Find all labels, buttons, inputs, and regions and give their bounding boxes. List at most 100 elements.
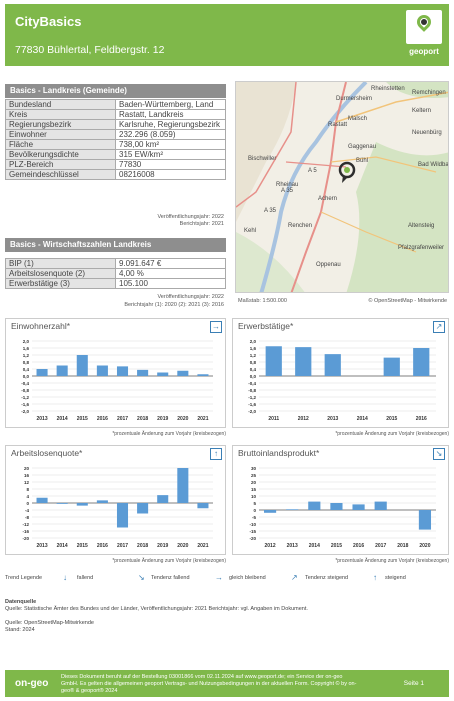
x-tick-label: 2013 xyxy=(287,543,298,549)
bar xyxy=(36,369,48,376)
basics-row: PLZ-Bereich 77830 xyxy=(5,159,226,170)
x-tick-label: 2014 xyxy=(309,543,320,549)
y-tick-label: 10 xyxy=(251,494,257,499)
map-label: Malsch xyxy=(348,116,367,122)
map-label: Bad Wildbad xyxy=(418,162,449,168)
x-tick-label: 2014 xyxy=(57,543,68,549)
legend-title: Trend Legende xyxy=(5,575,43,581)
chart-note-4: *prozentuale Änderung zum Vorjahr (kreis… xyxy=(335,558,449,564)
arrow-down-icon: ↓ xyxy=(63,573,67,582)
y-tick-label: 0,4 xyxy=(250,367,257,372)
chart-title: Bruttoinlandsprodukt* xyxy=(238,448,320,458)
arrow-up-icon: ↑ xyxy=(210,448,222,460)
y-tick-label: -2,0 xyxy=(21,409,29,414)
y-tick-label: -20 xyxy=(22,536,29,541)
y-tick-label: 4 xyxy=(26,494,29,499)
chart-title: Erwerbstätige* xyxy=(238,321,294,331)
y-tick-label: -1,6 xyxy=(248,402,256,407)
arrow-down-right-icon: ↘ xyxy=(433,448,445,460)
y-tick-label: 1,2 xyxy=(250,353,257,358)
map-label: Rastatt xyxy=(328,122,347,128)
bar xyxy=(418,510,432,530)
y-tick-label: -0,8 xyxy=(21,388,29,393)
y-tick-label: 5 xyxy=(253,501,256,506)
arrow-up-right-icon: ↗ xyxy=(291,573,298,582)
basics-key: PLZ-Bereich xyxy=(5,159,116,170)
bar xyxy=(177,370,189,376)
y-tick-label: 1,2 xyxy=(23,353,30,358)
wirtschaft-note-2: Berichtsjahr (1): 2020 (2): 2021 (3): 20… xyxy=(124,302,224,308)
bar xyxy=(137,503,149,514)
map-label: Remchingen xyxy=(412,90,446,96)
footer-text: Dieses Dokument beruht auf der Bestellun… xyxy=(61,674,357,694)
x-tick-label: 2016 xyxy=(353,543,364,549)
source-line: Quelle: OpenStreetMap-Mitwirkende xyxy=(5,620,94,626)
map-scale: Maßstab: 1:500.000 xyxy=(238,298,287,304)
y-tick-label: 1,6 xyxy=(250,346,257,351)
y-tick-label: 0,4 xyxy=(23,367,30,372)
y-tick-label: -0,8 xyxy=(248,388,256,393)
y-tick-label: 8 xyxy=(26,487,29,492)
x-tick-label: 2020 xyxy=(177,543,188,549)
y-tick-label: -16 xyxy=(22,529,29,534)
map-label: Neuenbürg xyxy=(412,130,442,136)
x-tick-label: 2020 xyxy=(419,543,430,549)
bar xyxy=(96,365,108,376)
wirtschaft-key: Arbeitslosenquote (2) xyxy=(5,268,116,279)
bar xyxy=(295,347,312,376)
legend-item: gleich bleibend xyxy=(229,575,266,581)
wirtschaft-key: BIP (1) xyxy=(5,258,116,269)
bar xyxy=(96,500,108,503)
bar xyxy=(56,503,68,504)
wirtschaft-table: BIP (1) 9.091.647 € Arbeitslosenquote (2) 4… xyxy=(5,258,226,289)
bar xyxy=(157,495,169,503)
x-tick-label: 2018 xyxy=(137,543,148,549)
y-tick-label: 0 xyxy=(26,501,29,506)
bar xyxy=(265,346,282,376)
x-tick-label: 2017 xyxy=(375,543,386,549)
arrow-right-icon: → xyxy=(210,321,222,333)
x-tick-label: 2020 xyxy=(177,416,188,422)
y-tick-label: -8 xyxy=(25,515,29,520)
chart-note-1: *prozentuale Änderung zum Vorjahr (kreis… xyxy=(112,431,226,437)
wirtschaft-key: Erwerbstätige (3) xyxy=(5,278,116,289)
chart-einwohnerzahl: Einwohnerzahl* → 2,0 1,6 1,2 0,8 0,4 0,0 -0,4 -0,… xyxy=(5,318,226,428)
page-number: Seite 1 xyxy=(403,680,424,687)
map-credit: © OpenStreetMap - Mitwirkende xyxy=(368,298,447,304)
footer-banner: on-geo Dieses Dokument beruht auf der Be… xyxy=(5,670,449,697)
bar xyxy=(137,369,149,376)
y-tick-label: -1,6 xyxy=(21,402,29,407)
map-label: A 35 xyxy=(264,208,277,214)
map-label: Gaggenau xyxy=(348,144,376,150)
bar xyxy=(324,354,341,376)
x-tick-label: 2012 xyxy=(265,543,276,549)
basics-value: Baden-Württemberg, Land xyxy=(115,99,226,110)
y-tick-label: 0,8 xyxy=(250,360,257,365)
map-label: Rheinstetten xyxy=(371,86,405,92)
y-tick-label: 20 xyxy=(251,480,257,485)
basics-key: Bundesland xyxy=(5,99,116,110)
x-tick-label: 2013 xyxy=(327,416,338,422)
header-banner: CityBasics 77830 Bühlertal, Feldbergstr.… xyxy=(5,4,449,66)
basics-row: Fläche 738,00 km² xyxy=(5,139,226,150)
x-tick-label: 2013 xyxy=(36,416,47,422)
map-label: A 35 xyxy=(281,188,294,194)
chart-bruttoinlandsprodukt: Bruttoinlandsprodukt* ↘ 30 25 20 15 10 5 0 -5 -10-… xyxy=(232,445,449,555)
basics-value: 232.296 (8.059) xyxy=(115,129,226,140)
x-tick-label: 2013 xyxy=(36,543,47,549)
basics-note-1: Veröffentlichungsjahr: 2022 xyxy=(157,214,224,220)
x-tick-label: 2016 xyxy=(416,416,427,422)
x-tick-label: 2015 xyxy=(386,416,397,422)
x-tick-label: 2011 xyxy=(268,416,279,422)
x-tick-label: 2014 xyxy=(57,416,68,422)
logo-label: geoport xyxy=(409,47,439,56)
bar xyxy=(330,503,343,510)
location-map[interactable]: Rheinstetten Durmersheim Rastatt Malsch Gagg… xyxy=(235,81,449,293)
basics-key: Gemeindeschlüssel xyxy=(5,169,116,180)
wirtschaft-value: 9.091.647 € xyxy=(115,258,226,269)
bar xyxy=(116,503,129,528)
y-tick-label: 12 xyxy=(24,480,30,485)
bar xyxy=(76,503,88,506)
basics-key: Einwohner xyxy=(5,129,116,140)
